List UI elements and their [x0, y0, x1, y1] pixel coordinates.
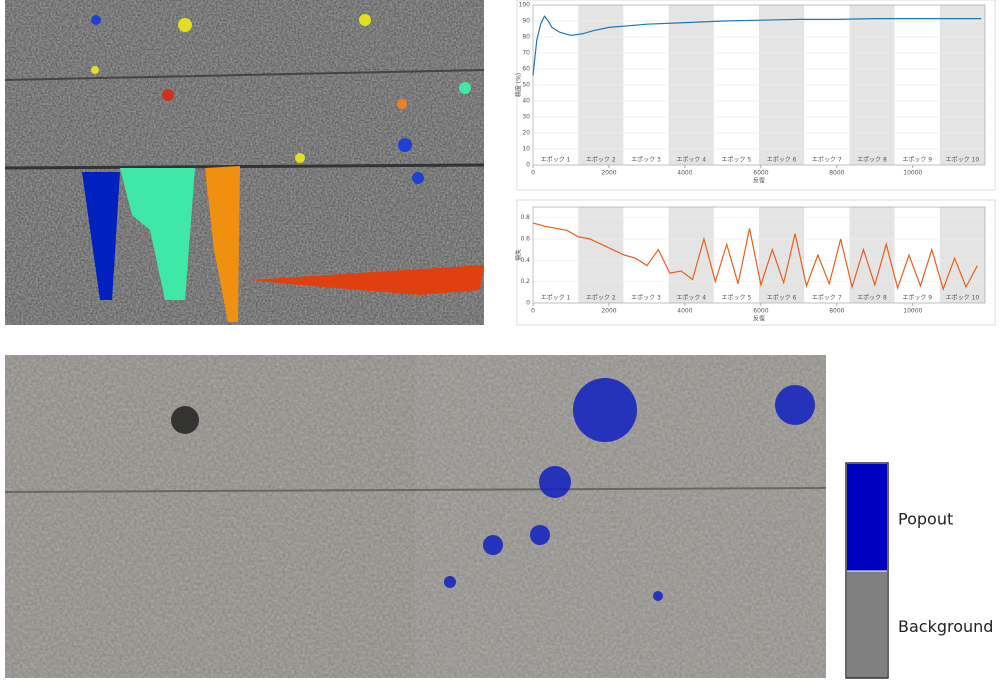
y-tick-label: 70 — [522, 50, 530, 57]
training-charts: エポック 1 エポック 2 エポック 3 エポック 4 エポック 5 エポック 6 エポック… — [515, 0, 996, 326]
plot-frame — [532, 4, 986, 166]
y-tick-label: 0 — [526, 300, 530, 307]
epoch-band — [578, 207, 624, 303]
epoch-label: エポック 1 — [541, 156, 571, 164]
epoch-band — [668, 207, 714, 303]
epoch-label: エポック 4 — [676, 294, 706, 302]
epoch-label: エポック 2 — [586, 294, 616, 302]
surface-photos — [4, 355, 827, 678]
x-tick-label: 0 — [531, 170, 535, 177]
epoch-label: エポック 10 — [946, 294, 980, 302]
legend-label: Popout — [898, 510, 953, 529]
epoch-band — [759, 207, 805, 303]
x-tick-label: 10000 — [903, 308, 922, 315]
y-tick-label: 40 — [522, 98, 530, 105]
y-tick-label: 30 — [522, 114, 530, 121]
epoch-label: エポック 5 — [722, 156, 752, 164]
y-tick-label: 80 — [522, 34, 530, 41]
epoch-label: エポック 6 — [767, 294, 797, 302]
y-tick-label: 0.2 — [520, 278, 530, 285]
x-tick-label: 6000 — [753, 170, 768, 177]
y-tick-label: 0.8 — [520, 214, 530, 221]
epoch-label: エポック 4 — [676, 156, 706, 164]
epoch-label: エポック 1 — [541, 294, 571, 302]
epoch-label: エポック 7 — [812, 156, 842, 164]
epoch-label: エポック 9 — [902, 294, 932, 302]
epoch-label: エポック 5 — [722, 294, 752, 302]
epoch-label: エポック 3 — [631, 156, 661, 164]
y-tick-label: 10 — [522, 146, 530, 153]
x-tick-label: 4000 — [677, 308, 692, 315]
legend-swatch — [847, 464, 887, 571]
y-tick-label: 90 — [522, 18, 530, 25]
plot-frame — [532, 206, 986, 304]
x-tick-label: 8000 — [829, 170, 844, 177]
y-axis-label: 損失 — [515, 249, 523, 261]
data-line — [532, 222, 978, 292]
y-tick-label: 20 — [522, 130, 530, 137]
epoch-label: エポック 6 — [767, 156, 797, 164]
epoch-label: エポック 3 — [631, 294, 661, 302]
data-line — [532, 15, 982, 76]
epoch-label: エポック 8 — [857, 156, 887, 164]
y-axis-label: 精度 (%) — [515, 73, 523, 97]
epoch-label: エポック 10 — [946, 156, 980, 164]
legend-swatch — [847, 571, 887, 678]
x-axis-label: 反復 — [753, 177, 765, 185]
y-tick-label: 50 — [522, 82, 530, 89]
segmentation-image — [4, 0, 485, 325]
x-tick-label: 8000 — [829, 308, 844, 315]
x-tick-label: 0 — [531, 308, 535, 315]
y-tick-label: 60 — [522, 66, 530, 73]
x-tick-label: 2000 — [601, 170, 616, 177]
y-tick-label: 0.4 — [520, 257, 530, 264]
x-tick-label: 10000 — [903, 170, 922, 177]
x-axis-label: 反復 — [753, 315, 765, 323]
epoch-label: エポック 2 — [586, 156, 616, 164]
y-tick-label: 100 — [519, 2, 531, 9]
x-tick-label: 6000 — [753, 308, 768, 315]
legend-label: Background — [898, 617, 993, 636]
epoch-label: エポック 7 — [812, 294, 842, 302]
y-tick-label: 0 — [526, 162, 530, 169]
epoch-band — [849, 207, 895, 303]
legend: Popout Background — [845, 462, 993, 679]
y-tick-label: 0.6 — [520, 236, 530, 243]
epoch-band — [939, 207, 985, 303]
x-tick-label: 2000 — [601, 308, 616, 315]
epoch-label: エポック 9 — [902, 156, 932, 164]
x-tick-label: 4000 — [677, 170, 692, 177]
epoch-label: エポック 8 — [857, 294, 887, 302]
